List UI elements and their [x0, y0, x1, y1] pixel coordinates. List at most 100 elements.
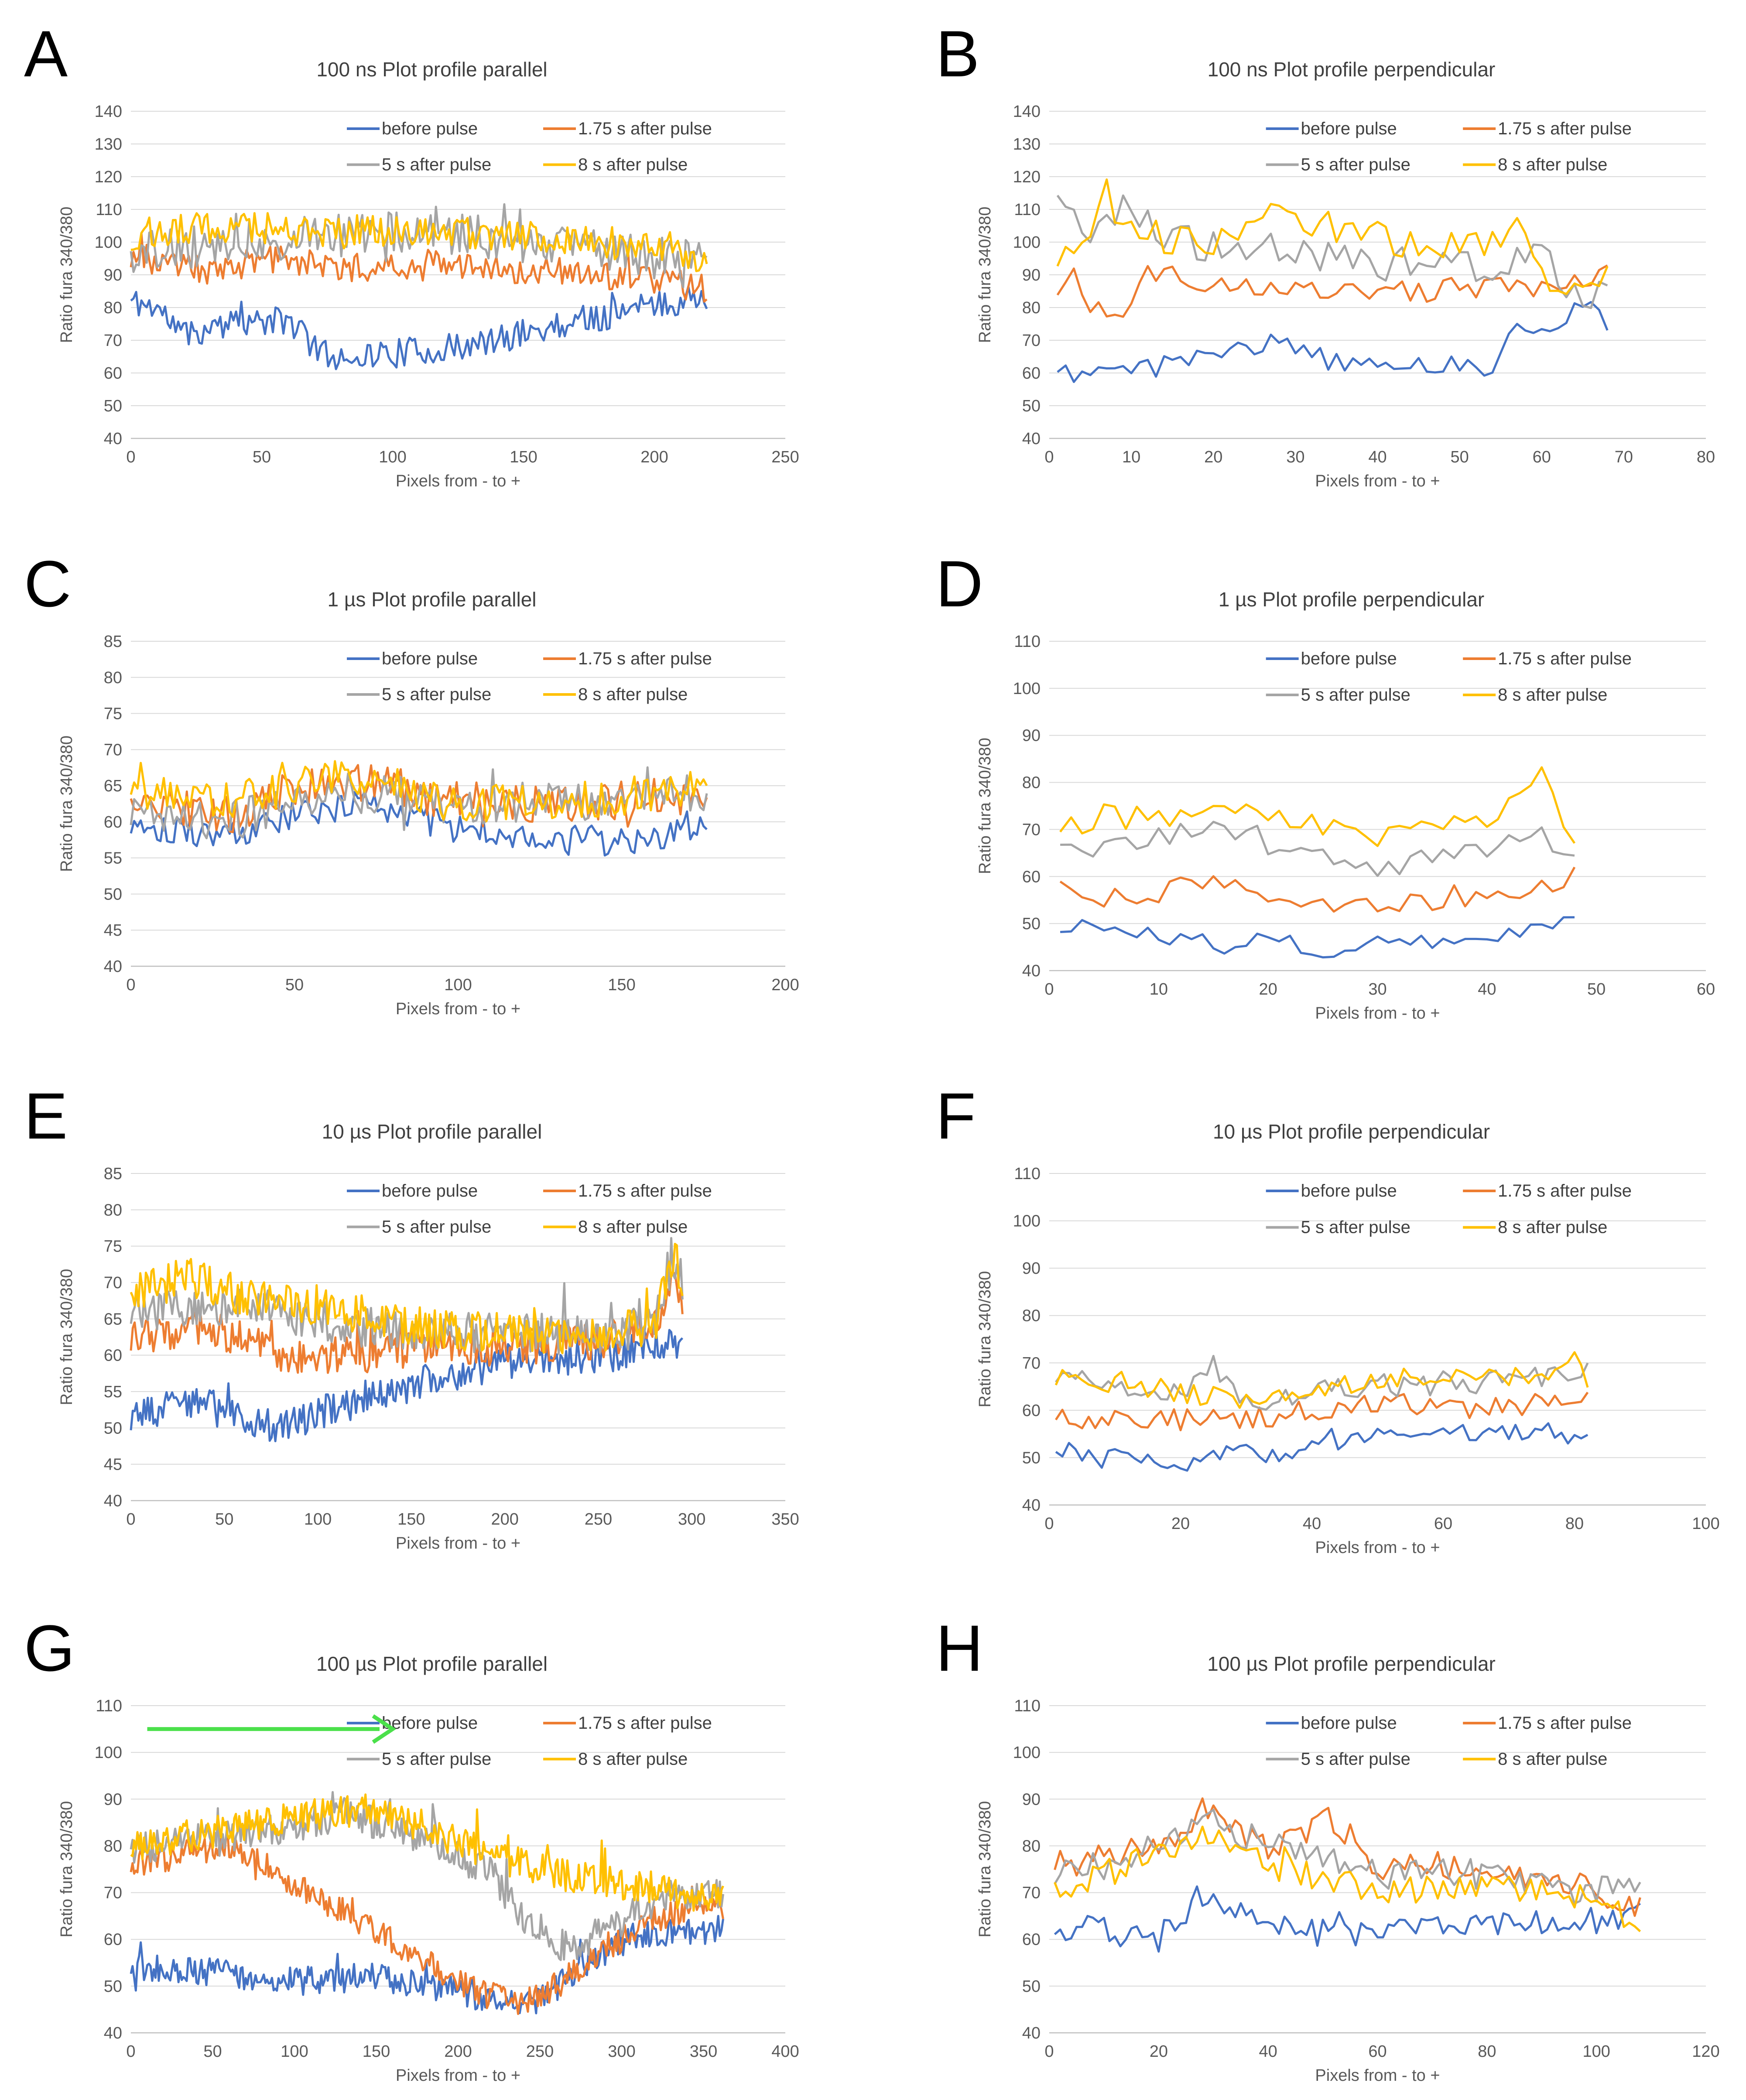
panel-letter: B: [936, 17, 979, 90]
x-tick-label: 0: [126, 976, 135, 994]
y-tick-label: 120: [1013, 168, 1041, 186]
panel-letter: D: [936, 547, 983, 620]
y-tick-label: 110: [1014, 1165, 1041, 1183]
y-axis-label: Ratio fura 340/380: [976, 738, 994, 874]
x-tick-label: 150: [510, 448, 537, 466]
y-tick-label: 60: [1022, 364, 1041, 383]
x-tick-label: 30: [1286, 448, 1304, 466]
series-line-1-75-s-after-pulse: [1056, 264, 1608, 318]
y-tick-label: 40: [1022, 962, 1041, 980]
x-tick-label: 80: [1478, 2042, 1496, 2061]
legend-label: 1.75 s after pulse: [1498, 1714, 1632, 1733]
y-tick-label: 100: [1013, 680, 1041, 698]
x-tick-label: 60: [1533, 448, 1551, 466]
y-tick-label: 75: [104, 705, 122, 723]
x-tick-label: 300: [608, 2042, 635, 2061]
y-tick-label: 110: [1014, 1697, 1041, 1715]
y-tick-label: 60: [1022, 1931, 1041, 1949]
y-tick-label: 40: [104, 2024, 122, 2042]
legend-label: 5 s after pulse: [1301, 1218, 1410, 1237]
legend-label: 5 s after pulse: [1301, 685, 1410, 705]
legend-label: 5 s after pulse: [382, 155, 491, 174]
chart-panel-f: F 10 µs Plot profile perpendicular 40 50 60 7…: [936, 1079, 1720, 1557]
y-axis-label: Ratio fura 340/380: [976, 207, 994, 343]
x-tick-label: 120: [1692, 2042, 1719, 2061]
x-tick-label: 0: [126, 1510, 135, 1529]
series-line-8-s-after-pulse: [130, 760, 708, 823]
y-tick-label: 70: [104, 1274, 122, 1292]
x-tick-label: 60: [1697, 980, 1715, 999]
x-tick-label: 350: [771, 1510, 799, 1529]
x-tick-label: 10: [1150, 980, 1168, 999]
chart-panel-b: B 100 ns Plot profile perpendicular 40 50 60…: [936, 17, 1715, 490]
y-tick-label: 80: [104, 1201, 122, 1219]
panel-letter: A: [24, 17, 68, 90]
y-tick-label: 100: [95, 1744, 122, 1762]
x-tick-label: 30: [1368, 980, 1387, 999]
chart-title: 100 ns Plot profile perpendicular: [1208, 58, 1496, 81]
y-tick-label: 40: [1022, 2024, 1041, 2042]
x-tick-label: 80: [1697, 448, 1715, 466]
series-line-1-75-s-after-pulse: [1059, 866, 1576, 913]
y-tick-label: 50: [1022, 1449, 1041, 1467]
x-tick-label: 200: [640, 448, 668, 466]
chart-panel-a: A 100 ns Plot profile parallel 40 50 60 70 80 9…: [24, 17, 799, 490]
x-tick-label: 150: [608, 976, 635, 994]
legend-label: before pulse: [1301, 1181, 1397, 1200]
x-tick-label: 150: [363, 2042, 390, 2061]
series-line-before-pulse: [1054, 1885, 1641, 1953]
y-tick-label: 60: [104, 813, 122, 831]
x-tick-label: 200: [444, 2042, 472, 2061]
x-tick-label: 20: [1259, 980, 1277, 999]
chart-title: 100 ns Plot profile parallel: [316, 58, 547, 81]
y-tick-label: 40: [104, 430, 122, 448]
x-axis-label: Pixels from - to +: [1315, 1004, 1440, 1023]
y-tick-label: 50: [1022, 915, 1041, 933]
x-tick-label: 100: [1692, 1515, 1719, 1533]
y-tick-label: 90: [104, 1790, 122, 1809]
y-tick-label: 70: [104, 332, 122, 350]
x-tick-label: 40: [1259, 2042, 1277, 2061]
chart-panel-c: C 1 µs Plot profile parallel 40 45 50 55 60 65 7…: [24, 547, 799, 1018]
y-tick-label: 90: [104, 266, 122, 284]
y-tick-label: 70: [1022, 1354, 1041, 1372]
x-tick-label: 50: [253, 448, 271, 466]
series-line-1-75-s-after-pulse: [130, 1834, 724, 2015]
x-tick-label: 200: [491, 1510, 518, 1529]
legend-label: 1.75 s after pulse: [578, 119, 712, 138]
y-tick-label: 70: [1022, 821, 1041, 839]
panel-letter: F: [936, 1079, 976, 1153]
legend-label: before pulse: [382, 119, 478, 138]
y-tick-label: 100: [1013, 233, 1041, 252]
x-tick-label: 50: [1587, 980, 1606, 999]
y-tick-label: 50: [104, 1419, 122, 1437]
series-line-8-s-after-pulse: [1059, 766, 1576, 847]
series-line-1-75-s-after-pulse: [130, 1272, 684, 1374]
y-tick-label: 110: [1014, 633, 1041, 651]
chart-title: 1 µs Plot profile perpendicular: [1219, 588, 1485, 611]
y-tick-label: 100: [1013, 1744, 1041, 1762]
y-tick-label: 70: [1022, 1884, 1041, 1902]
y-tick-label: 55: [104, 849, 122, 868]
y-tick-label: 110: [96, 1697, 122, 1715]
y-tick-label: 85: [104, 1165, 122, 1183]
y-tick-label: 50: [104, 1977, 122, 1996]
series-line-8-s-after-pulse: [1054, 1826, 1641, 1932]
direction-arrow-head: [372, 1714, 397, 1744]
y-tick-label: 60: [104, 364, 122, 383]
x-tick-label: 0: [126, 448, 135, 466]
y-tick-label: 75: [104, 1238, 122, 1256]
x-tick-label: 60: [1368, 2042, 1387, 2061]
y-tick-label: 80: [1022, 774, 1041, 792]
legend-label: 1.75 s after pulse: [578, 1714, 712, 1733]
x-tick-label: 100: [444, 976, 472, 994]
y-tick-label: 110: [1014, 201, 1041, 219]
series-line-1-75-s-after-pulse: [1055, 1392, 1589, 1431]
chart-title: 100 µs Plot profile parallel: [316, 1652, 548, 1675]
x-tick-label: 0: [1044, 448, 1054, 466]
y-axis-label: Ratio fura 340/380: [58, 207, 76, 343]
x-tick-label: 250: [585, 1510, 612, 1529]
y-tick-label: 140: [1013, 103, 1041, 121]
y-tick-label: 70: [104, 1884, 122, 1902]
